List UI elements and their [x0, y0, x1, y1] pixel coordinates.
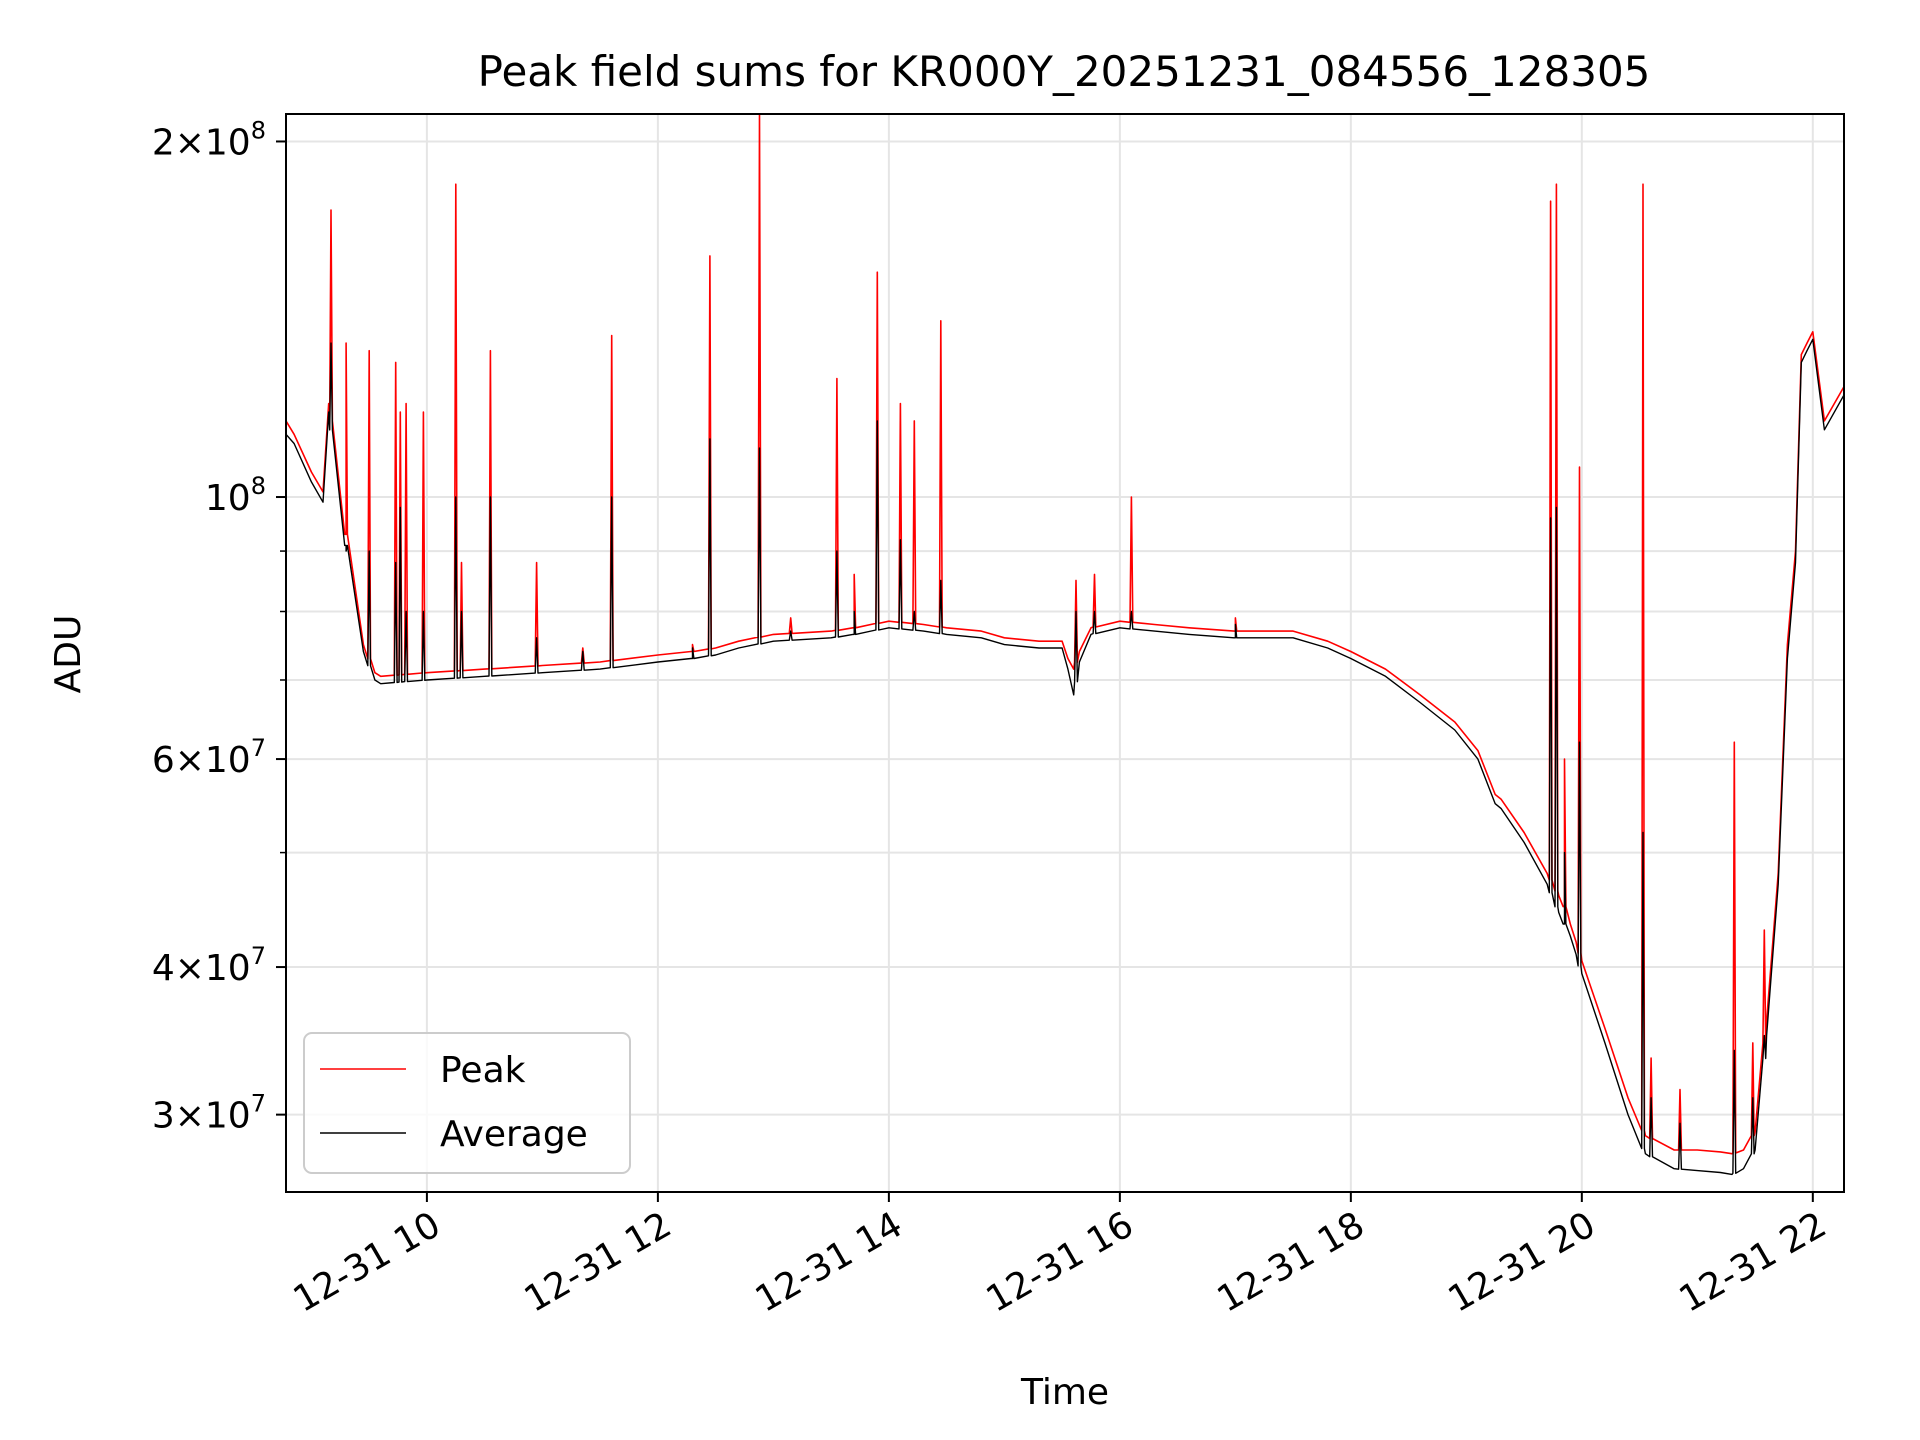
y-tick-label-part: 6× — [152, 740, 205, 781]
y-tick-label-part: 10 — [205, 122, 251, 163]
legend-box — [303, 1032, 631, 1174]
y-tick-label: 6×107 — [152, 734, 266, 781]
y-tick-label-part: 8 — [251, 116, 266, 144]
grid — [286, 114, 1844, 1192]
y-tick-label-part: 10 — [205, 740, 251, 781]
y-tick-label-part: 10 — [205, 948, 251, 989]
y-tick-label: 108 — [205, 472, 266, 519]
y-tick-label-part: 7 — [251, 734, 266, 762]
series-peak-line — [286, 114, 1844, 1155]
y-tick-label-part: 10 — [205, 1096, 251, 1137]
y-tick-label-part: 8 — [251, 472, 266, 500]
legend-label-peak: Peak — [440, 1050, 526, 1091]
y-tick-label-part: 7 — [251, 942, 266, 970]
x-axis-label: Time — [1020, 1372, 1109, 1413]
plot-area — [286, 114, 1844, 1192]
y-tick-label: 4×107 — [152, 942, 266, 989]
y-tick-label-part: 2× — [152, 122, 205, 163]
y-axis-label: ADU — [48, 615, 89, 694]
y-tick-label-part: 3× — [152, 1096, 205, 1137]
y-tick-label-part: 7 — [251, 1090, 266, 1118]
series-group — [286, 114, 1844, 1176]
series-average-line — [286, 338, 1844, 1176]
y-tick-label: 2×108 — [152, 116, 266, 163]
legend-label-average: Average — [440, 1114, 588, 1155]
y-tick-label: 3×107 — [152, 1090, 266, 1137]
chart-title: Peak field sums for KR000Y_20251231_0845… — [478, 47, 1651, 96]
y-tick-label-part: 4× — [152, 948, 205, 989]
y-tick-label-part: 10 — [205, 478, 251, 519]
legend: Peak Average — [303, 1032, 631, 1174]
axes-frame — [285, 113, 1845, 1193]
